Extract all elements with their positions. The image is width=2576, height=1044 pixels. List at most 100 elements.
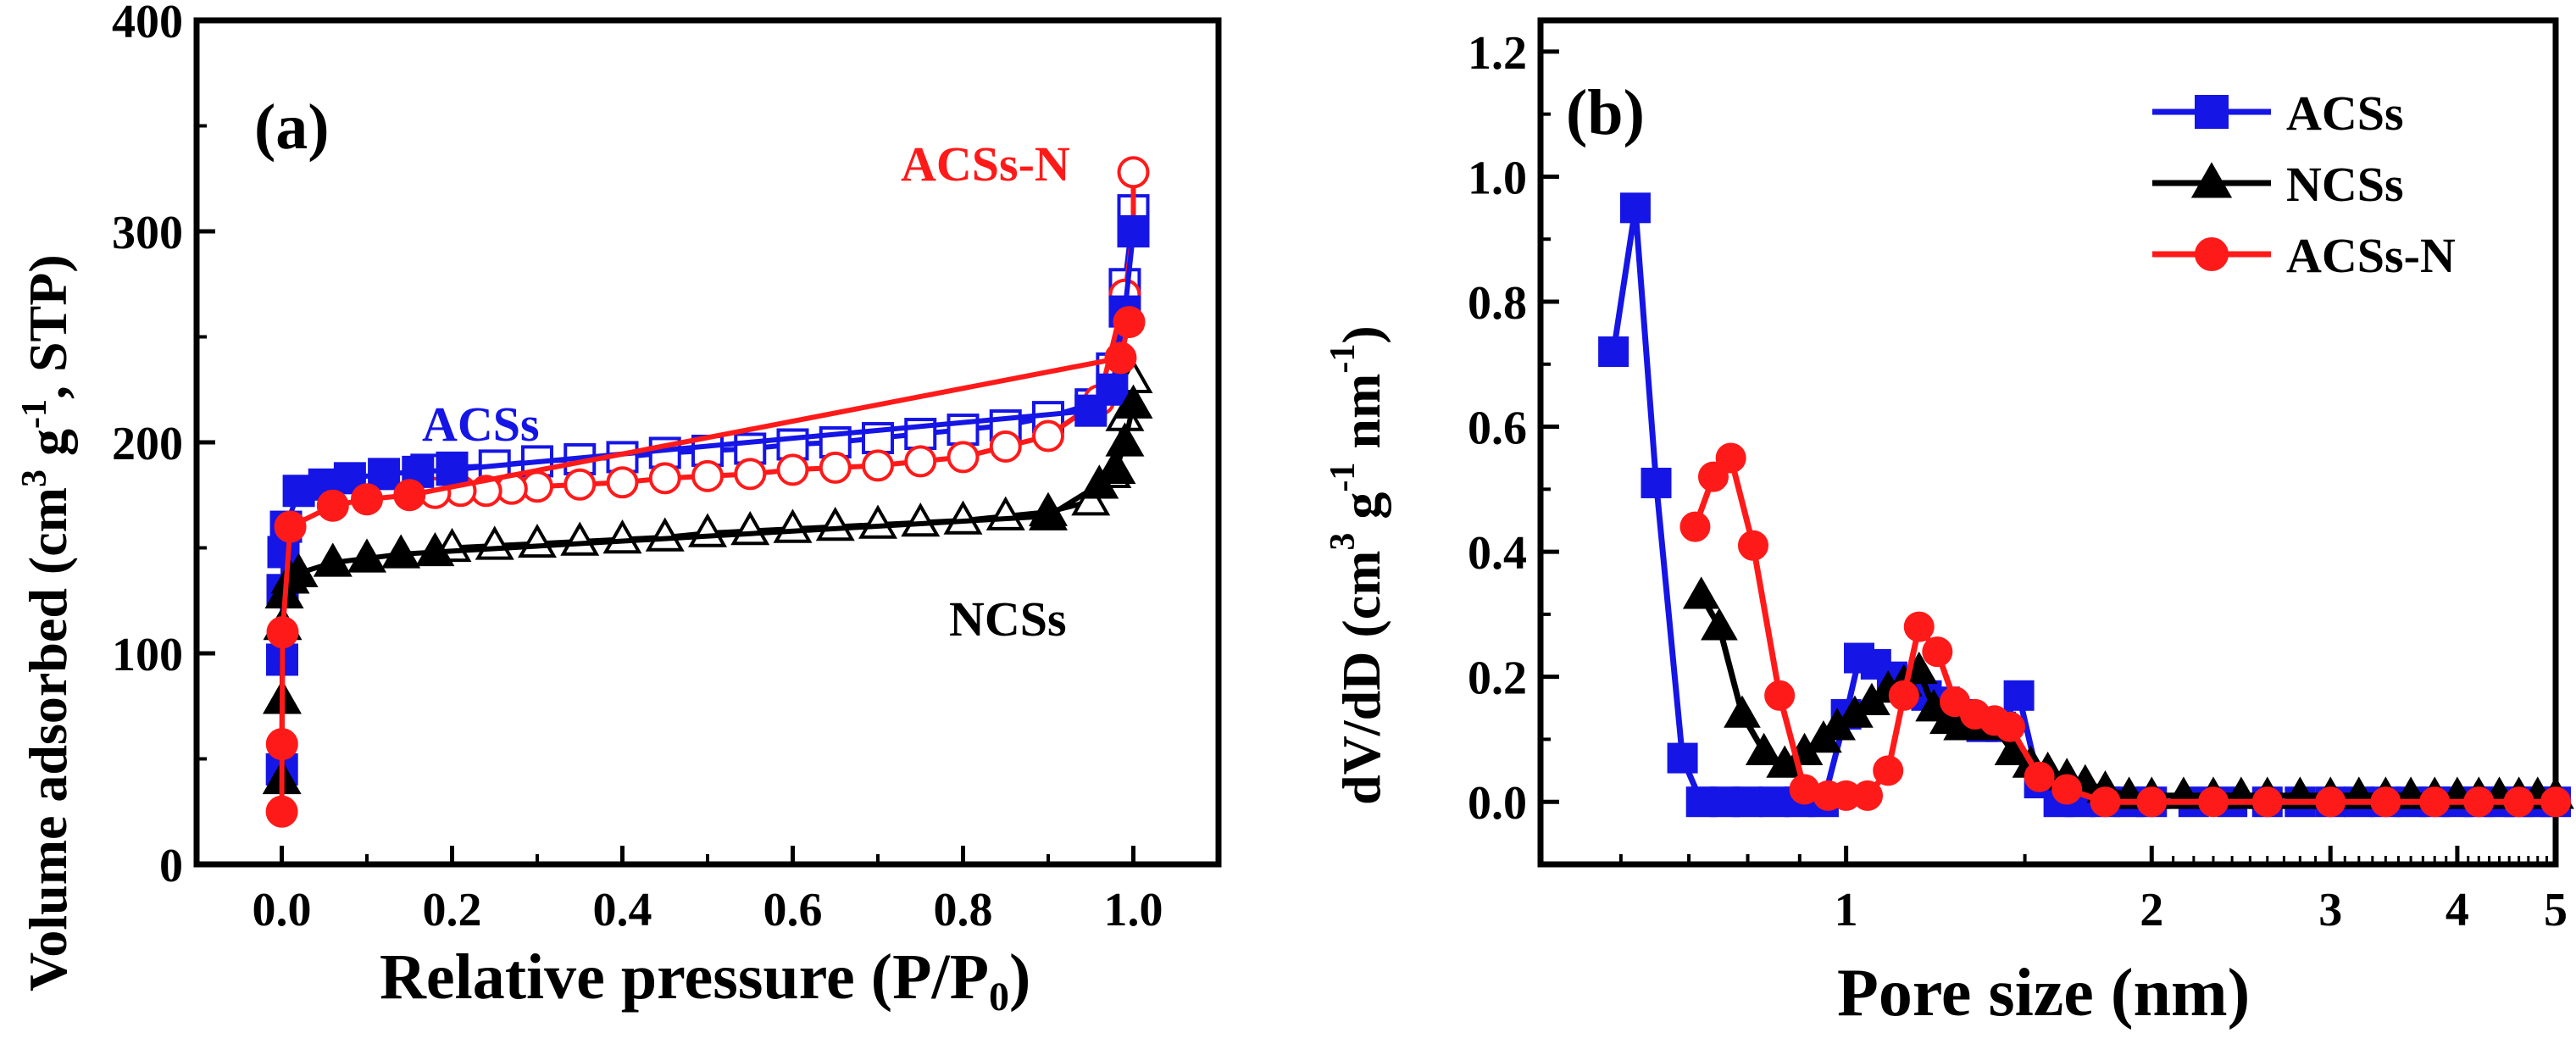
data-point: [2024, 761, 2055, 792]
data-point: [904, 445, 937, 478]
panel-a: (a) ACSs-N ACSs NCSs Relative pressure (…: [15, 92, 1070, 1019]
y-tick-label-b: 0.0: [1468, 777, 1527, 830]
ylabel-b-mid2: nm: [1331, 374, 1391, 463]
legend-marker: [2195, 95, 2229, 129]
ylabel-sup-2: -1: [15, 399, 54, 429]
panel-a-label: (a): [254, 92, 330, 163]
legend-b: ACSs NCSs ACSs-N: [2152, 86, 2456, 283]
legend-label: ACSs: [2286, 86, 2404, 141]
data-point: [1032, 419, 1064, 453]
data-point: [2090, 786, 2121, 818]
data-point: [351, 483, 383, 516]
ylabel-b-sup-1: 3: [1324, 533, 1363, 551]
y-tick-label-a: 400: [112, 0, 183, 48]
panel-a-xlabel: Relative pressure (P/P0): [380, 941, 1030, 1019]
data-point: [606, 466, 639, 499]
x-tick-label-a: 0.0: [253, 884, 312, 936]
data-point: [1737, 530, 1768, 561]
legend-marker: [2190, 162, 2233, 198]
panel-b-frame: [1537, 17, 2559, 868]
data-point: [1113, 384, 1153, 419]
data-point: [645, 517, 685, 552]
data-point: [862, 449, 894, 482]
data-point: [1922, 636, 1953, 668]
ylabel-b-sup-3: -1: [1324, 344, 1363, 374]
panel-a-plot: 0.0 0.2 0.4 0.6 0.8 1.0 0 100 200 300 400: [112, 0, 1222, 936]
data-point: [1701, 608, 1738, 641]
data-point: [347, 538, 386, 573]
xlabel-main: Relative pressure (P/P: [380, 941, 989, 1013]
data-point: [1117, 156, 1150, 189]
ylabel-mid: g: [18, 429, 78, 469]
data-point: [415, 531, 455, 567]
data-point: [1598, 336, 1629, 368]
data-point: [1682, 576, 1720, 609]
data-point: [648, 462, 681, 495]
data-point: [2251, 786, 2283, 818]
panel-b-label: (b): [1566, 77, 1645, 148]
x-tick-label-a: 0.4: [593, 884, 652, 936]
y-tick-label-b: 0.4: [1468, 527, 1527, 580]
data-point: [1096, 449, 1136, 485]
y-tick-label-b: 1.0: [1468, 152, 1527, 204]
x-tick-label-a: 1.0: [1104, 884, 1163, 936]
data-point: [1697, 461, 1729, 492]
series-b-acss-n: [1679, 442, 2571, 818]
x-tick-label-b: 4: [2446, 884, 2469, 936]
data-point: [989, 430, 1022, 463]
data-point: [1117, 215, 1150, 247]
data-point: [2463, 786, 2495, 818]
x-tick-label-b: 5: [2544, 884, 2568, 936]
y-tick-label-b: 0.8: [1468, 277, 1527, 330]
annotation-acss: ACSs: [422, 397, 540, 452]
panel-b: (b) Pore size (nm) dV/dD (cm3 g-1 nm-1): [1324, 77, 2250, 1030]
data-point: [819, 451, 852, 484]
data-point: [691, 459, 724, 492]
series-b-ncss: [1682, 576, 2574, 809]
x-tick-label-a: 0.6: [763, 884, 823, 936]
data-point: [316, 489, 349, 522]
series-line: [1698, 594, 2556, 799]
data-point: [313, 542, 353, 577]
y-tick-label-a: 300: [112, 207, 183, 259]
series-a-acss-n-adsorption: [265, 306, 1146, 828]
data-point: [1105, 422, 1145, 457]
data-point: [1724, 695, 1761, 728]
data-point: [2370, 786, 2401, 818]
data-point: [1113, 306, 1146, 339]
data-point: [947, 441, 980, 474]
data-point: [1715, 442, 1746, 474]
data-point: [1888, 680, 1919, 711]
data-point: [564, 468, 597, 501]
data-point: [1732, 786, 1763, 818]
data-point: [858, 504, 897, 539]
y-tick-label-a: 100: [112, 629, 183, 681]
panel-b-xlabel: Pore size (nm): [1837, 956, 2250, 1030]
data-point: [368, 458, 401, 491]
data-point: [2197, 786, 2229, 818]
x-tick-label-b: 2: [2140, 884, 2163, 936]
panel-b-ylabel: dV/dD (cm3 g-1 nm-1): [1324, 325, 1391, 805]
ylabel-main: Volume adsorbed (cm: [18, 487, 78, 991]
data-point: [815, 507, 855, 541]
data-point: [266, 616, 299, 649]
data-point: [2136, 786, 2168, 818]
series-a-acss-n-desorption: [419, 156, 1150, 509]
series-line: [1610, 204, 2556, 805]
data-point: [2540, 786, 2571, 818]
data-point: [279, 553, 319, 588]
data-point: [1852, 780, 1884, 811]
data-point: [2503, 786, 2534, 818]
y-tick-label-b: 0.2: [1468, 652, 1527, 705]
data-point: [734, 458, 767, 491]
xlabel-subscript: 0: [989, 975, 1009, 1019]
data-point: [1029, 496, 1068, 530]
panel-a-ylabel: Volume adsorbed (cm3 g-1, STP): [15, 254, 78, 991]
data-point: [2419, 786, 2451, 818]
data-point: [2315, 786, 2346, 818]
ylabel-end: , STP): [18, 254, 78, 399]
data-point: [1619, 192, 1651, 224]
data-point: [1679, 511, 1711, 542]
